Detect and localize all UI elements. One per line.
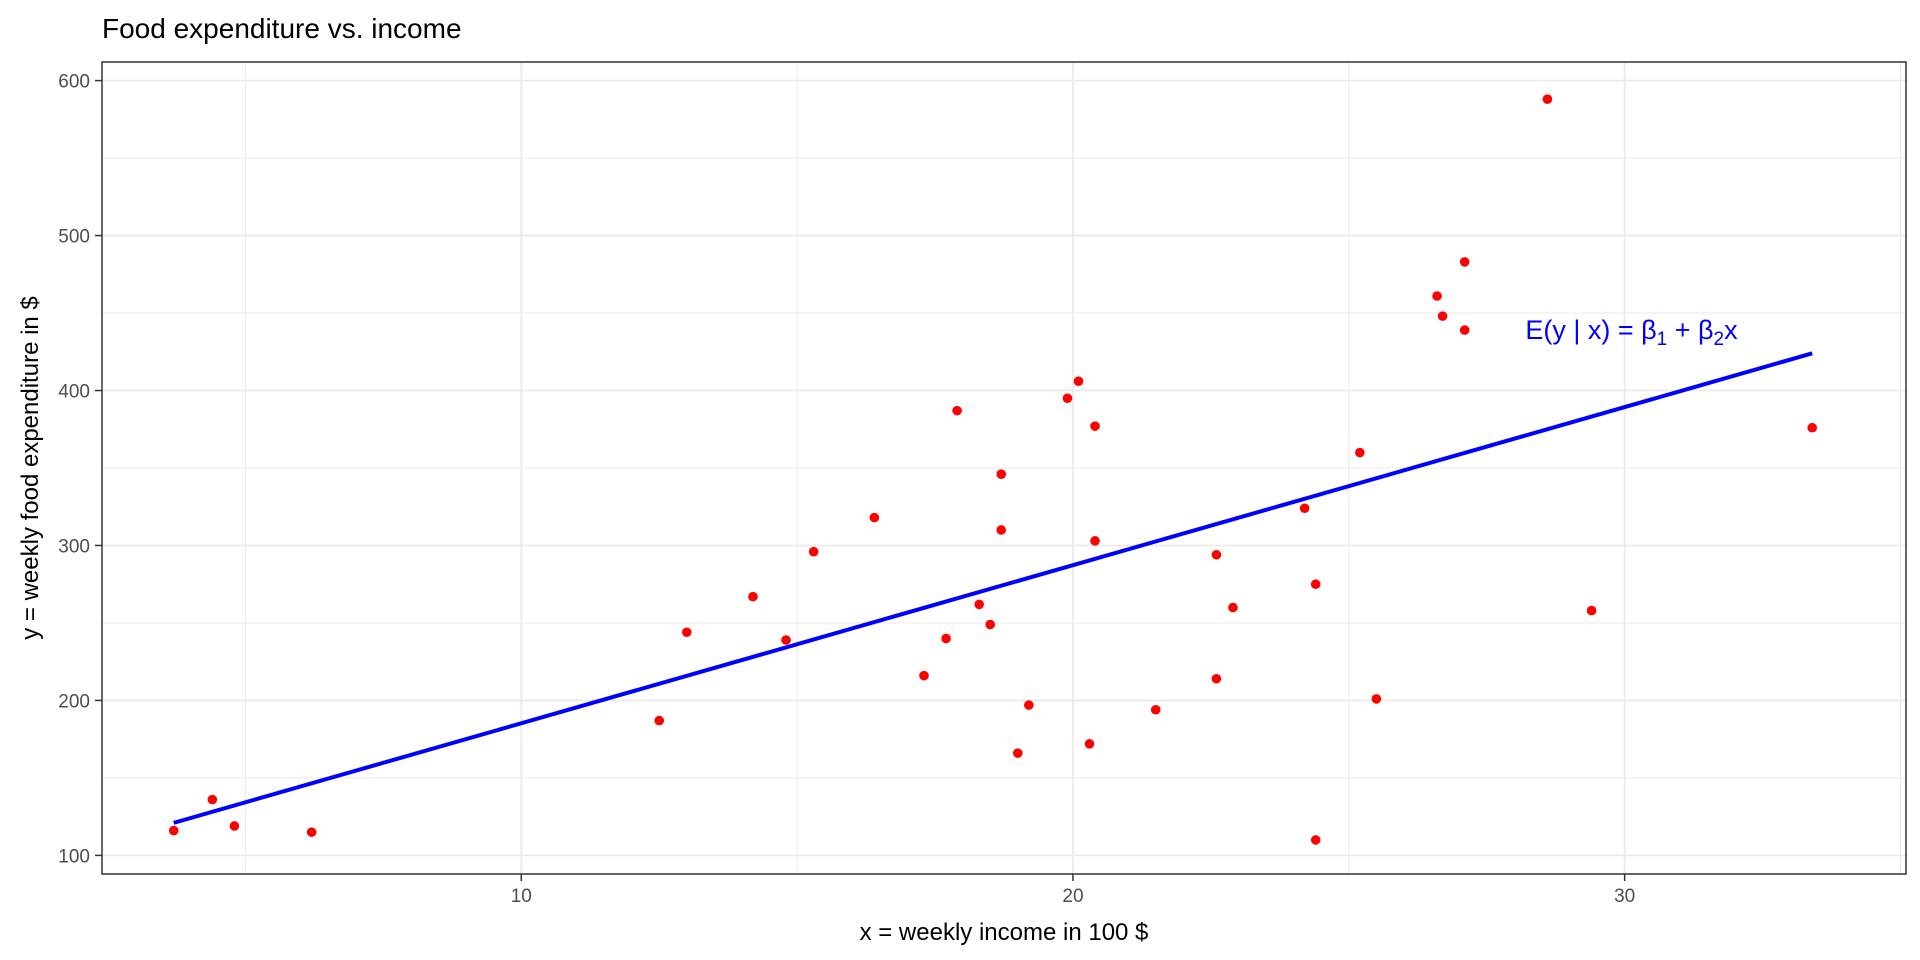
data-point (1012, 748, 1023, 758)
x-tick-label: 20 (1062, 886, 1083, 907)
data-point (1211, 549, 1222, 560)
y-axis: 100 200 300 400 500 600 (58, 72, 102, 867)
data-point (681, 627, 692, 638)
data-point (1437, 311, 1448, 321)
grid-lines (102, 62, 1906, 874)
y-tick-label: 300 (58, 536, 90, 557)
y-axis-title: y = weekly food expenditure in $ (17, 296, 44, 640)
data-point (1228, 602, 1238, 613)
data-point (1150, 704, 1161, 715)
data-point (1807, 422, 1818, 433)
data-point (1073, 376, 1084, 387)
data-point (996, 525, 1007, 535)
data-point (1310, 835, 1321, 845)
x-axis-title: x = weekly income in 100 $ (860, 919, 1149, 946)
annotation-sub-1: 1 (1657, 329, 1668, 350)
data-point (1299, 503, 1310, 514)
y-tick-label: 600 (58, 72, 90, 93)
y-tick-label: 100 (58, 846, 90, 867)
x-axis: 10 20 30 (511, 874, 1635, 907)
data-point (808, 546, 819, 557)
data-point (919, 670, 929, 681)
chart-title: Food expenditure vs. income (102, 13, 462, 44)
y-tick-label: 200 (58, 691, 90, 712)
annotation-beta-2: β (1698, 315, 1714, 345)
data-point (654, 715, 664, 726)
data-point (941, 633, 951, 644)
data-point (1090, 536, 1100, 546)
y-tick-label: 400 (58, 382, 90, 403)
data-point (1542, 94, 1553, 104)
regression-line (173, 351, 1813, 825)
data-point (985, 619, 996, 630)
data-point (306, 827, 317, 837)
data-point (869, 512, 880, 523)
data-point (974, 599, 984, 610)
data-points (168, 94, 1818, 845)
x-tick-label: 10 (511, 886, 532, 907)
data-point (229, 821, 240, 831)
data-point (1090, 421, 1100, 431)
data-point (1459, 325, 1470, 335)
regression-line-layer (173, 351, 1813, 825)
data-point (168, 825, 179, 836)
data-point (1084, 739, 1095, 749)
panel-border (101, 61, 1907, 875)
data-point (1062, 393, 1073, 404)
data-point (952, 405, 962, 416)
y-tick-label: 500 (58, 227, 90, 248)
data-point (1310, 579, 1321, 590)
data-point (1432, 291, 1442, 301)
data-point (1211, 673, 1222, 684)
annotation-sub-2: 2 (1714, 329, 1725, 350)
annotation-suffix: x (1724, 315, 1738, 345)
data-point (1355, 447, 1365, 458)
data-point (1586, 605, 1597, 616)
annotation-beta-1: β (1641, 315, 1657, 345)
annotation-plus: + (1667, 315, 1698, 345)
data-point (1371, 694, 1382, 704)
x-tick-label: 30 (1614, 886, 1635, 907)
data-point (781, 635, 791, 645)
annotation-prefix: E(y | x) = (1525, 315, 1641, 345)
data-point (748, 591, 758, 602)
data-point (996, 469, 1007, 479)
regression-equation-annotation: E(y | x) = β1 + β2x (1525, 315, 1738, 350)
data-point (1459, 257, 1470, 267)
data-point (207, 794, 218, 805)
data-point (1024, 700, 1034, 710)
